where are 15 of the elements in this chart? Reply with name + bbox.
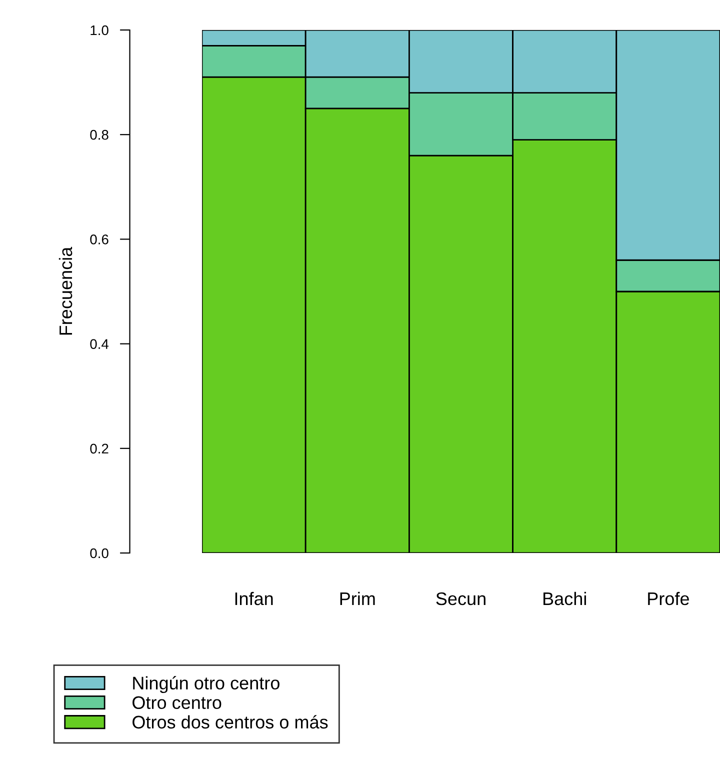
x-tick-label: Secun <box>436 592 486 606</box>
y-tick-label: 0.8 <box>90 130 108 140</box>
x-tick-label: Infan <box>235 592 273 606</box>
legend-label: Otro centro <box>132 696 222 710</box>
y-tick-label: 0.0 <box>90 548 108 558</box>
x-tick-label: Profe <box>648 592 689 606</box>
y-tick-label: 0.2 <box>90 444 108 454</box>
y-axis-title: Frecuencia <box>58 246 72 335</box>
y-tick-label: 0.6 <box>90 234 108 244</box>
legend-label: Ningún otro centro <box>133 676 280 694</box>
y-tick-label: 1.0 <box>90 25 108 36</box>
x-tick-label: Bachi <box>544 592 586 606</box>
legend-label: Otros dos centros o más <box>132 715 328 729</box>
x-tick-label: Prim <box>340 592 375 605</box>
y-tick-label: 0.4 <box>90 339 109 349</box>
